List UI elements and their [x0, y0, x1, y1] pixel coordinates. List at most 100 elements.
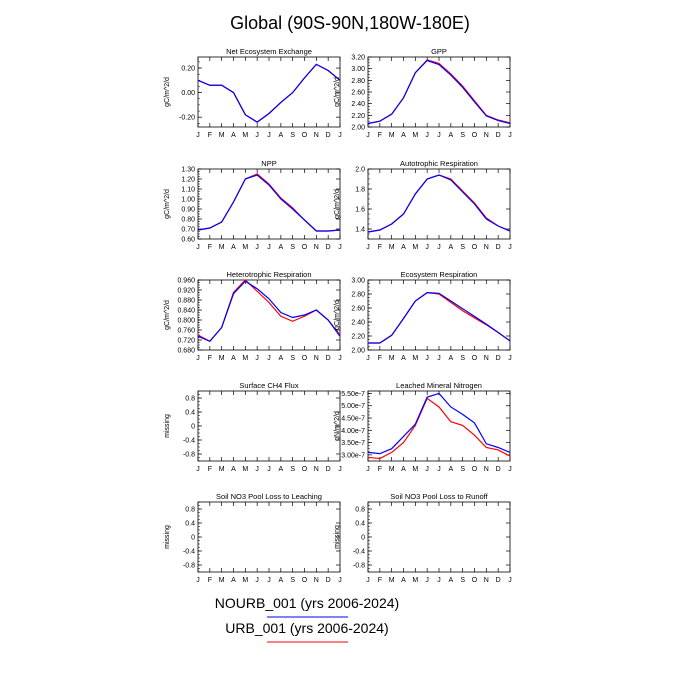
x-tick-label: A — [231, 244, 236, 251]
x-tick-label: J — [196, 355, 200, 362]
series-line-urb-001-yrs-2006-2024 — [367, 59, 511, 125]
y-tick-label: -0.8 — [183, 452, 195, 459]
legend-label-nourb: NOURB_001 (yrs 2006-2024) — [215, 595, 399, 611]
y-axis-label: gC/m^2/d — [334, 189, 341, 219]
x-tick-label: A — [231, 577, 236, 584]
x-tick-label: O — [472, 466, 478, 473]
panel-title: Autotrophic Respiration — [400, 159, 478, 168]
x-tick-label: O — [472, 132, 478, 139]
y-axis-label: missing — [164, 414, 171, 438]
y-tick-label: 2.40 — [351, 101, 365, 108]
x-tick-label: D — [496, 132, 501, 139]
y-tick-label: 4.00e-7 — [341, 428, 365, 435]
x-tick-label: J — [508, 132, 512, 139]
x-tick-label: M — [389, 466, 395, 473]
y-tick-label: 1.6 — [355, 207, 365, 214]
x-tick-label: M — [242, 466, 248, 473]
y-tick-label: 0.70 — [181, 227, 195, 234]
y-tick-label: 2.60 — [351, 90, 365, 97]
x-tick-label: A — [231, 466, 236, 473]
y-tick-label: 1.00 — [181, 197, 195, 204]
x-tick-label: J — [255, 466, 259, 473]
x-tick-label: A — [231, 132, 236, 139]
y-tick-label: 0 — [191, 535, 195, 542]
x-tick-label: N — [314, 577, 319, 584]
plot-frame — [197, 279, 341, 351]
y-tick-label: 0 — [361, 535, 365, 542]
y-tick-label: -0.4 — [183, 438, 195, 445]
x-tick-label: J — [508, 466, 512, 473]
y-tick-label: 2.80 — [351, 292, 365, 299]
panel-net-ecosystem-exchange: Net Ecosystem Exchange gC/m^2/d -0.20 0.00 0… — [164, 47, 342, 139]
x-tick-label: O — [302, 355, 308, 362]
x-tick-label: S — [290, 355, 295, 362]
y-tick-label: 2.00 — [351, 125, 365, 132]
x-tick-label: J — [425, 577, 429, 584]
x-tick-label: J — [437, 577, 441, 584]
series-line-nourb-001-yrs-2006-2024 — [197, 174, 341, 232]
y-tick-label: -0.8 — [353, 563, 365, 570]
x-tick-label: J — [338, 244, 342, 251]
x-tick-label: A — [401, 466, 406, 473]
x-tick-label: M — [412, 577, 418, 584]
x-tick-label: J — [255, 244, 259, 251]
series-line-urb-001-yrs-2006-2024 — [367, 397, 511, 460]
legend-label-urb: URB_001 (yrs 2006-2024) — [225, 620, 388, 636]
x-tick-label: N — [484, 577, 489, 584]
x-tick-label: M — [219, 577, 225, 584]
y-tick-label: 0.80 — [181, 217, 195, 224]
panel-soil-no3-pool-loss-to-runoff: Soil NO3 Pool Loss to Runoff missing -0.8 -… — [334, 492, 512, 584]
x-tick-label: J — [267, 577, 271, 584]
y-tick-label: 0.720 — [177, 338, 195, 345]
y-tick-label: 1.8 — [355, 187, 365, 194]
y-tick-label: 0.840 — [177, 308, 195, 315]
y-tick-label: 3.20 — [351, 55, 365, 62]
x-tick-label: A — [278, 132, 283, 139]
x-tick-label: F — [378, 466, 382, 473]
plot-frame — [367, 168, 511, 240]
panel-title: NPP — [261, 159, 276, 168]
y-tick-label: 0.4 — [355, 521, 365, 528]
panel-title: Surface CH4 Flux — [239, 381, 298, 390]
y-tick-label: 3.50e-7 — [341, 440, 365, 447]
x-tick-label: J — [437, 132, 441, 139]
y-tick-label: 0.00 — [181, 90, 195, 97]
x-tick-label: J — [366, 466, 370, 473]
x-tick-label: M — [389, 244, 395, 251]
x-tick-label: F — [378, 244, 382, 251]
x-tick-label: N — [484, 355, 489, 362]
plot-frame — [197, 390, 341, 462]
series-line-nourb-001-yrs-2006-2024 — [367, 392, 511, 455]
y-axis-label: missing — [334, 525, 341, 549]
x-tick-label: J — [196, 244, 200, 251]
x-tick-label: S — [460, 132, 465, 139]
panel-title: Soil NO3 Pool Loss to Leaching — [216, 492, 322, 501]
x-tick-label: N — [314, 132, 319, 139]
x-tick-label: J — [366, 577, 370, 584]
x-tick-label: M — [412, 355, 418, 362]
y-tick-label: -0.4 — [183, 549, 195, 556]
panel-title: Soil NO3 Pool Loss to Runoff — [390, 492, 488, 501]
panel-title: Heterotrophic Respiration — [226, 270, 311, 279]
panel-ecosystem-respiration: Ecosystem Respiration gC/m^2/d 2.00 2.20 2.4… — [334, 270, 512, 362]
panel-soil-no3-pool-loss-to-leaching: Soil NO3 Pool Loss to Leaching missing -0.… — [164, 492, 342, 584]
y-axis-label: missing — [164, 525, 171, 549]
series-line-nourb-001-yrs-2006-2024 — [367, 59, 511, 125]
x-tick-label: J — [255, 132, 259, 139]
panel-leached-mineral-nitrogen: Leached Mineral Nitrogen gN/m^2/d 3.00e-7 3… — [334, 381, 512, 473]
x-tick-label: J — [425, 132, 429, 139]
panel-title: Ecosystem Respiration — [401, 270, 478, 279]
x-tick-label: S — [460, 466, 465, 473]
figure-title: Global (90S-90N,180W-180E) — [230, 13, 470, 33]
x-tick-label: N — [314, 355, 319, 362]
x-tick-label: J — [267, 466, 271, 473]
x-tick-label: D — [326, 577, 331, 584]
y-axis-label: gN/m^2/d — [334, 411, 341, 441]
y-axis-label: gC/m^2/d — [164, 77, 171, 107]
y-tick-label: -0.20 — [179, 115, 195, 122]
x-tick-label: O — [472, 244, 478, 251]
x-tick-label: J — [425, 355, 429, 362]
y-tick-label: 4.50e-7 — [341, 416, 365, 423]
x-tick-label: J — [338, 132, 342, 139]
y-tick-label: 1.4 — [355, 227, 365, 234]
